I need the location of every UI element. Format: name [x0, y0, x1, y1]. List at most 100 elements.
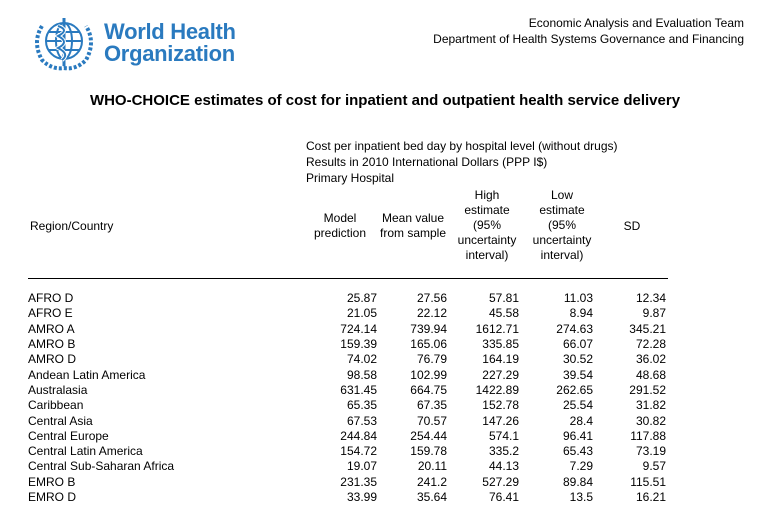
- region-cell: AMRO B: [28, 337, 76, 352]
- mean-cell: 67.35: [416, 398, 447, 413]
- logo-line2: Organization: [104, 41, 235, 66]
- high-cell: 527.29: [482, 474, 519, 489]
- header-line: (95%: [472, 218, 501, 232]
- low-cell: 66.07: [562, 337, 593, 352]
- high-cell: 147.26: [482, 413, 519, 428]
- header-line: uncertainty: [532, 233, 592, 247]
- low-cell: 89.84: [562, 474, 593, 489]
- header-line: Low: [550, 188, 573, 202]
- mean-cell: 165.06: [410, 337, 447, 352]
- column-header-low: Low estimate (95% uncertainty interval): [522, 188, 602, 263]
- sd-cell: 30.82: [635, 413, 666, 428]
- model-cell: 244.84: [340, 428, 377, 443]
- model-cell: 631.45: [340, 382, 377, 397]
- mean-cell: 76.79: [416, 352, 447, 367]
- logo-line1: World Health: [104, 19, 236, 44]
- table-row: AMRO D 74.02 76.79 164.19 30.52 36.02: [28, 352, 666, 367]
- table-row: EMRO B 231.35 241.2 527.29 89.84 115.51: [28, 475, 666, 490]
- mean-cell: 27.56: [416, 291, 447, 306]
- table-subtitle: Cost per inpatient bed day by hospital l…: [306, 138, 618, 186]
- table-row: Central Latin America 154.72 159.78 335.2 65…: [28, 444, 666, 459]
- header-line: interval): [465, 248, 509, 262]
- header-divider: [28, 278, 668, 279]
- sd-cell: 48.68: [635, 367, 666, 382]
- low-cell: 65.43: [562, 444, 593, 459]
- column-header-mean: Mean value from sample: [372, 211, 454, 241]
- region-cell: Central Europe: [28, 428, 109, 443]
- table-row: Andean Latin America 98.58 102.99 227.29 39.…: [28, 367, 666, 382]
- model-cell: 65.35: [346, 398, 377, 413]
- model-cell: 33.99: [346, 490, 377, 504]
- low-cell: 11.03: [563, 291, 593, 306]
- sd-cell: 291.52: [629, 382, 666, 397]
- subtitle-line3: Primary Hospital: [306, 171, 395, 185]
- model-cell: 21.05: [346, 306, 377, 321]
- who-name: World Health Organization: [104, 21, 236, 65]
- column-header-sd: SD: [623, 219, 641, 233]
- low-cell: 25.54: [562, 398, 593, 413]
- header-line: (95%: [547, 218, 576, 232]
- mean-cell: 254.44: [410, 428, 447, 443]
- table-row: Australasia 631.45 664.75 1422.89 262.65 291.…: [28, 383, 666, 398]
- model-cell: 98.58: [346, 367, 377, 382]
- low-cell: 30.52: [562, 352, 593, 367]
- model-cell: 724.14: [340, 321, 377, 336]
- high-cell: 335.85: [482, 337, 519, 352]
- page-title: WHO-CHOICE estimates of cost for inpatie…: [89, 92, 681, 109]
- table-row: AMRO B 159.39 165.06 335.85 66.07 72.28: [28, 337, 666, 352]
- model-cell: 67.53: [346, 413, 377, 428]
- column-header-model: Model prediction: [300, 211, 380, 241]
- high-cell: 1612.71: [475, 321, 519, 336]
- region-cell: Central Latin America: [28, 444, 143, 459]
- header-line: uncertainty: [457, 233, 517, 247]
- region-cell: AMRO A: [28, 321, 75, 336]
- table-row: AMRO A 724.14 739.94 1612.71 274.63 345.21: [28, 322, 666, 337]
- mean-cell: 22.12: [416, 306, 447, 321]
- header-line: Mean value: [381, 211, 445, 225]
- region-cell: EMRO D: [28, 490, 76, 504]
- region-cell: Andean Latin America: [28, 367, 146, 382]
- department-header: Economic Analysis and Evaluation Team De…: [433, 15, 744, 47]
- low-cell: 274.63: [556, 321, 593, 336]
- mean-cell: 739.94: [410, 321, 447, 336]
- mean-cell: 241.2: [416, 474, 447, 489]
- who-logo: World Health Organization: [28, 14, 236, 72]
- table-row: Central Europe 244.84 254.44 574.1 96.41 117.…: [28, 429, 666, 444]
- model-cell: 74.02: [346, 352, 377, 367]
- table-row: Central Sub-Saharan Africa 19.07 20.11 44.1…: [28, 459, 666, 474]
- mean-cell: 35.64: [416, 490, 447, 504]
- team-name: Economic Analysis and Evaluation Team: [528, 16, 744, 30]
- sd-cell: 9.57: [642, 459, 666, 474]
- mean-cell: 20.11: [417, 459, 447, 474]
- department-name: Department of Health Systems Governance …: [433, 32, 744, 46]
- sd-cell: 16.21: [635, 490, 666, 504]
- model-cell: 154.72: [340, 444, 377, 459]
- region-cell: AMRO D: [28, 352, 76, 367]
- region-cell: AFRO E: [28, 306, 73, 321]
- low-cell: 39.54: [562, 367, 593, 382]
- high-cell: 152.78: [482, 398, 519, 413]
- table-row: AFRO E 21.05 22.12 45.58 8.94 9.87: [28, 306, 666, 321]
- header-line: High: [474, 188, 500, 202]
- mean-cell: 70.57: [416, 413, 447, 428]
- mean-cell: 159.78: [410, 444, 447, 459]
- table-row: Caribbean 65.35 67.35 152.78 25.54 31.82: [28, 398, 666, 413]
- sd-cell: 9.87: [642, 306, 666, 321]
- sd-cell: 12.34: [635, 291, 666, 306]
- mean-cell: 664.75: [410, 382, 447, 397]
- header-line: prediction: [313, 226, 367, 240]
- cost-table: AFRO D 25.87 27.56 57.81 11.03 12.34 AFRO E 21.…: [28, 291, 666, 505]
- header-line: estimate: [539, 203, 585, 217]
- high-cell: 44.13: [488, 459, 519, 474]
- low-cell: 7.29: [569, 459, 593, 474]
- low-cell: 28.4: [569, 413, 593, 428]
- region-cell: Central Sub-Saharan Africa: [28, 459, 175, 474]
- high-cell: 76.41: [488, 490, 519, 504]
- subtitle-line1: Cost per inpatient bed day by hospital l…: [306, 139, 618, 153]
- model-cell: 231.35: [340, 474, 377, 489]
- model-cell: 19.07: [346, 459, 377, 474]
- high-cell: 227.29: [482, 367, 519, 382]
- high-cell: 574.1: [488, 428, 519, 443]
- region-cell: Caribbean: [28, 398, 84, 413]
- sd-cell: 115.51: [630, 474, 666, 489]
